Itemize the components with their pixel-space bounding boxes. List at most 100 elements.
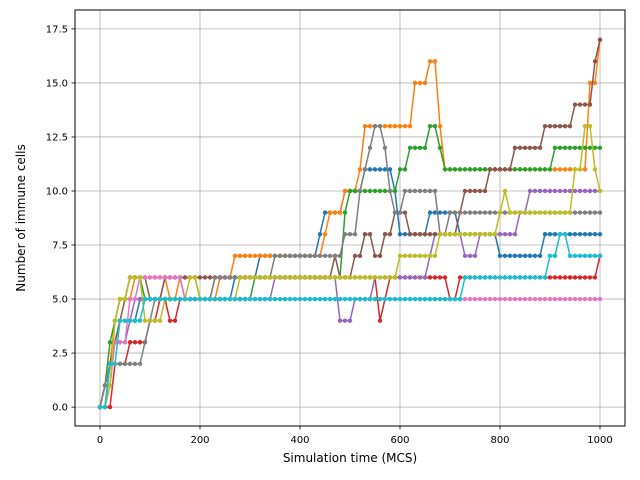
data-point <box>122 296 128 302</box>
data-point <box>417 232 423 237</box>
x-tick-label: 400 <box>290 435 309 446</box>
data-point <box>577 210 583 215</box>
data-point <box>437 232 443 237</box>
data-point <box>537 275 543 280</box>
data-point <box>547 232 553 237</box>
data-point <box>397 210 403 215</box>
data-point <box>322 275 328 280</box>
data-point <box>257 275 263 280</box>
data-point <box>192 296 198 302</box>
data-point <box>107 361 113 367</box>
data-point <box>472 296 478 302</box>
data-point <box>587 275 593 280</box>
data-point <box>117 340 123 345</box>
data-point <box>472 210 478 215</box>
data-point <box>557 232 563 237</box>
data-point <box>137 318 143 323</box>
data-point <box>392 296 398 302</box>
data-point <box>547 188 553 194</box>
data-point <box>417 145 423 150</box>
data-point <box>577 296 583 302</box>
data-point <box>562 145 568 150</box>
data-point <box>487 232 493 237</box>
data-point <box>122 318 128 323</box>
data-point <box>457 296 463 302</box>
data-point <box>277 253 283 259</box>
data-point <box>597 253 603 259</box>
data-point <box>277 275 283 280</box>
data-point <box>352 296 358 302</box>
data-point <box>417 275 423 280</box>
data-point <box>392 210 398 215</box>
data-point <box>507 296 513 302</box>
data-point <box>267 275 273 280</box>
data-point <box>427 275 433 280</box>
data-point <box>502 167 508 172</box>
data-point <box>337 210 343 215</box>
data-point <box>172 318 178 323</box>
data-point <box>502 232 508 237</box>
data-point <box>392 275 398 280</box>
data-point <box>482 296 488 302</box>
data-point <box>472 253 478 259</box>
data-point <box>317 253 323 259</box>
data-point <box>512 296 518 302</box>
data-point <box>172 296 178 302</box>
data-point <box>337 318 343 323</box>
data-point <box>232 253 238 259</box>
data-point <box>222 275 228 280</box>
data-point <box>202 275 208 280</box>
data-point <box>347 296 353 302</box>
data-point <box>412 296 418 302</box>
data-point <box>597 296 603 302</box>
data-point <box>287 253 293 259</box>
data-point <box>402 253 408 259</box>
data-point <box>557 210 563 215</box>
data-point <box>572 253 578 259</box>
data-point <box>567 232 573 237</box>
data-point <box>522 210 528 215</box>
data-point <box>582 296 588 302</box>
data-point <box>382 296 388 302</box>
data-point <box>487 167 493 172</box>
data-point <box>352 275 358 280</box>
data-point <box>537 145 543 150</box>
data-point <box>572 232 578 237</box>
data-point <box>562 210 568 215</box>
data-point <box>532 275 538 280</box>
data-point <box>517 167 523 172</box>
data-point <box>537 167 543 172</box>
data-point <box>342 210 348 215</box>
data-point <box>397 253 403 259</box>
data-point <box>377 188 383 194</box>
data-point <box>442 232 448 237</box>
data-point <box>497 296 503 302</box>
data-point <box>407 123 413 129</box>
data-point <box>167 318 173 323</box>
data-point <box>492 167 498 172</box>
data-point <box>332 210 338 215</box>
data-point <box>532 167 538 172</box>
data-point <box>462 232 468 237</box>
data-point <box>422 275 428 280</box>
data-point <box>292 296 298 302</box>
data-point <box>327 253 333 259</box>
data-point <box>147 296 153 302</box>
data-point <box>227 275 233 280</box>
data-point <box>467 167 473 172</box>
data-point <box>347 275 353 280</box>
data-point <box>557 275 563 280</box>
data-point <box>372 167 378 172</box>
data-point <box>592 188 598 194</box>
data-point <box>267 253 273 259</box>
data-point <box>422 145 428 150</box>
data-point <box>542 123 548 129</box>
data-point <box>582 232 588 237</box>
data-point <box>397 275 403 280</box>
data-point <box>362 275 368 280</box>
data-point <box>307 253 313 259</box>
data-point <box>207 275 213 280</box>
data-point <box>572 102 578 107</box>
data-point <box>402 232 408 237</box>
data-point <box>592 210 598 215</box>
